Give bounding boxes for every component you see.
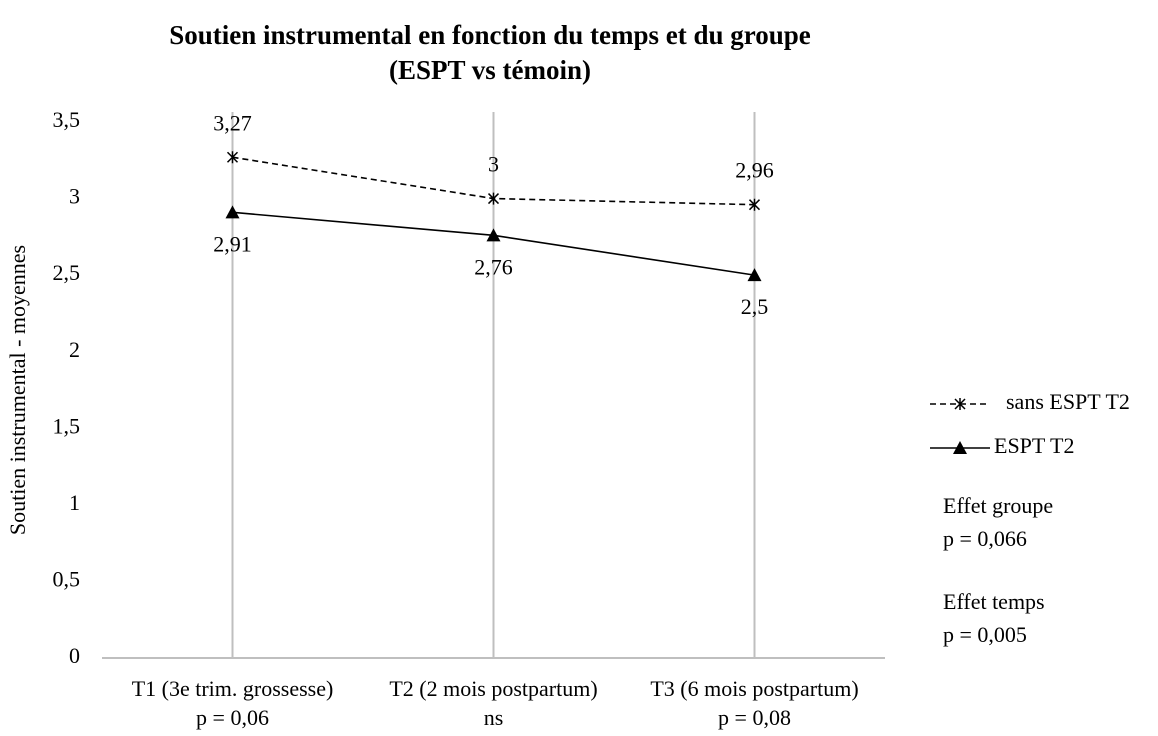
marker — [954, 398, 966, 410]
y-tick-label: 0,5 — [53, 566, 81, 591]
marker — [747, 268, 762, 282]
y-tick-label: 3 — [69, 184, 80, 209]
marker — [225, 205, 240, 219]
x-tick-label: T3 (6 mois postpartum) — [650, 676, 858, 701]
marker — [486, 228, 501, 242]
y-axis-label: Soutien instrumental - moyennes — [5, 245, 30, 535]
y-tick-label: 3,5 — [53, 107, 81, 132]
x-tick-note: ns — [484, 705, 504, 730]
y-tick-label: 1 — [69, 490, 80, 515]
x-tick-label: T1 (3e trim. grossesse) — [132, 676, 334, 701]
x-tick-note: p = 0,06 — [196, 705, 269, 730]
y-tick-label: 1,5 — [53, 413, 81, 438]
annotation-text: p = 0,005 — [943, 622, 1027, 647]
marker — [748, 198, 761, 211]
data-label: 2,96 — [735, 158, 774, 183]
legend-label: sans ESPT T2 — [1006, 389, 1130, 414]
x-tick-note: p = 0,08 — [718, 705, 791, 730]
chart-title: Soutien instrumental en fonction du temp… — [169, 20, 811, 50]
marker — [487, 192, 500, 205]
annotation-title: Effet groupe — [943, 493, 1053, 518]
y-tick-label: 2,5 — [53, 260, 81, 285]
annotation-title: Effet temps — [943, 589, 1045, 614]
chart-subtitle: (ESPT vs témoin) — [389, 55, 591, 85]
data-label: 2,5 — [741, 294, 769, 319]
y-tick-label: 2 — [69, 337, 80, 362]
data-label: 3,27 — [213, 110, 252, 135]
y-tick-label: 0 — [69, 643, 80, 668]
data-label: 2,76 — [474, 254, 513, 279]
x-tick-label: T2 (2 mois postpartum) — [389, 676, 597, 701]
data-label: 2,91 — [213, 231, 252, 256]
legend-label: ESPT T2 — [994, 433, 1075, 458]
marker — [953, 441, 967, 454]
marker — [226, 151, 239, 164]
data-label: 3 — [488, 152, 499, 177]
annotation-text: p = 0,066 — [943, 526, 1027, 551]
